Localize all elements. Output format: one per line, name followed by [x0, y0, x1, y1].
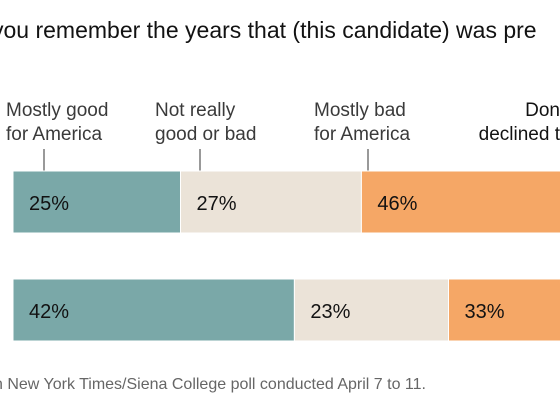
legend-declined: Don declined t: [479, 99, 560, 147]
legend-mostly-bad-line1: Mostly bad: [314, 100, 406, 121]
legend-leader-lines: [43, 149, 369, 171]
legend-not-really: Not really good or bad: [155, 99, 256, 147]
legend-mostly-bad-line2: for America: [314, 124, 411, 145]
value-label-row1-segment2: 27%: [197, 193, 237, 215]
question-title: you remember the years that (this candid…: [0, 17, 537, 43]
bar-row2-segment3: [448, 278, 560, 342]
value-label-row2-segment3: 33%: [465, 301, 505, 323]
legend-not-really-line2: good or bad: [155, 124, 257, 145]
legend-not-really-line1: Not really: [155, 100, 236, 121]
legend-mostly-good: Mostly good for America: [6, 99, 108, 147]
value-label-row1-segment3: 46%: [377, 193, 417, 215]
bar-row1-segment3: [360, 170, 560, 234]
value-label-row2-segment2: 23%: [310, 301, 350, 323]
source-note: n New York Times/Siena College poll cond…: [0, 376, 426, 393]
legend-declined-line1: Don: [525, 100, 560, 121]
value-label-row2-segment1: 42%: [29, 301, 69, 323]
legend-mostly-good-line1: Mostly good: [6, 100, 109, 121]
bars-group: [12, 170, 560, 342]
bar-row1-segment2: [180, 170, 362, 234]
value-labels-group: 25% 27% 46% 42% 23% 33%: [29, 193, 505, 323]
legend-mostly-bad: Mostly bad for America: [314, 99, 410, 147]
legend-declined-line2: declined t: [478, 124, 560, 145]
value-label-row1-segment1: 25%: [29, 193, 69, 215]
legend-mostly-good-line2: for America: [6, 124, 103, 145]
bar-row2-segment2: [293, 278, 449, 342]
bar-row2-segment1: [12, 278, 295, 342]
